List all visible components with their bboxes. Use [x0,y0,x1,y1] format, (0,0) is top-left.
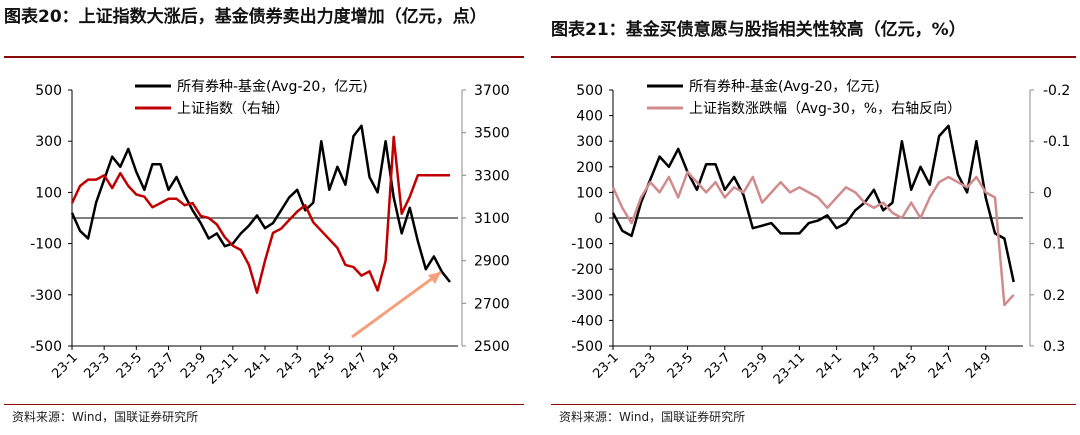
y-left-tick-label: -300 [571,288,603,304]
series-line [611,124,1015,283]
x-tick-label: 24-9 [371,350,402,381]
y-right-tick-label: 3700 [474,83,510,99]
annotation-arrowhead [428,272,441,284]
y-left-tick-label: -100 [30,237,62,253]
series-line [70,124,451,283]
y-left-tick-label: -500 [571,339,603,355]
source-rule [551,404,1076,405]
y-right-tick-label: 0.1 [1043,237,1065,253]
x-tick-label: 24-1 [814,350,845,381]
y-right-tick-label: 0 [1043,185,1052,201]
source-rule [4,404,524,405]
x-tick-label: 23-7 [146,350,177,381]
y-left-tick-label: 400 [576,109,603,125]
y-right-tick-label: 2500 [474,339,510,355]
x-tick-label: 24-7 [339,350,370,381]
annotation-arrow [351,270,442,339]
y-left-tick-label: 0 [594,211,603,227]
x-tick-label: 24-3 [851,350,882,381]
y-left-tick-label: 100 [576,185,603,201]
legend-label: 所有券种-基金(Avg-20，亿元) [689,78,880,95]
x-tick-label: 24-1 [242,350,273,381]
right-panel: 图表21：基金买债意愿与股指相关性较高（亿元，%） -500 -400 -300 -2… [547,0,1080,435]
y-left-tick-label: -100 [571,237,603,253]
y-left-tick-label: 500 [576,83,603,99]
x-tick-label: 24-9 [963,350,994,381]
x-tick-label: 24-7 [926,350,957,381]
y-right-tick-label: 2900 [474,254,510,270]
y-right-tick-label: 3100 [474,211,510,227]
x-tick-label: 24-5 [307,350,338,381]
legend-label: 所有券种-基金(Avg-20，亿元) [177,78,368,95]
legend-label: 上证指数涨跌幅（Avg-30，%，右轴反向） [689,101,961,117]
y-left-tick-label: -400 [571,313,603,329]
x-tick-label: 23-5 [665,350,696,381]
x-tick-label: 24-3 [275,350,306,381]
series-line [611,170,1015,307]
y-left-tick-label: 300 [576,134,603,150]
y-left-tick-label: 500 [35,83,62,99]
title-rule [4,56,524,58]
y-right-tick-label: 0.2 [1043,288,1065,304]
legend-label: 上证指数（右轴） [177,101,289,117]
y-left-tick-label: 200 [576,160,603,176]
x-tick-label: 24-5 [889,350,920,381]
y-right-tick-label: -0.1 [1043,134,1070,150]
y-left-tick-label: 300 [35,134,62,150]
x-tick-label: 23-9 [739,350,770,381]
chart-left: -500 -300 -100 100 300 500 2500 2700 2900 3100 330… [30,78,510,388]
x-tick-label: 23-11 [204,350,241,387]
y-right-tick-label: 0.3 [1043,339,1065,355]
x-tick-label: 23-7 [702,350,733,381]
y-left-tick-label: -200 [571,262,603,278]
left-panel: 图表20：上证指数大涨后，基金债券卖出力度增加（亿元，点） -500 -300 -1… [4,7,524,424]
y-left-tick-label: 100 [35,185,62,201]
source-note: 资料来源：Wind，国联证券研究所 [559,410,746,424]
title-rule [551,56,1076,58]
y-right-tick-label: -0.2 [1043,83,1070,99]
y-right-tick-label: 3500 [474,126,510,142]
source-note: 资料来源：Wind，国联证券研究所 [12,410,199,424]
y-left-tick-label: -300 [30,288,62,304]
x-tick-label: 23-11 [771,350,808,387]
series-line [70,135,450,294]
x-tick-label: 23-3 [628,350,659,381]
x-tick-label: 23-3 [82,350,113,381]
y-left-tick-label: -500 [30,339,62,355]
y-right-tick-label: 3300 [474,168,510,184]
chart-right: -500 -400 -300 -200 -100 0 100 200 300 400 500 -0.2… [571,78,1070,388]
y-right-tick-label: 2700 [474,296,510,312]
chart-title: 图表21：基金买债意愿与股指相关性较高（亿元，%） [551,20,966,40]
x-tick-label: 23-5 [114,350,145,381]
chart-title: 图表20：上证指数大涨后，基金债券卖出力度增加（亿元，点） [4,7,487,27]
